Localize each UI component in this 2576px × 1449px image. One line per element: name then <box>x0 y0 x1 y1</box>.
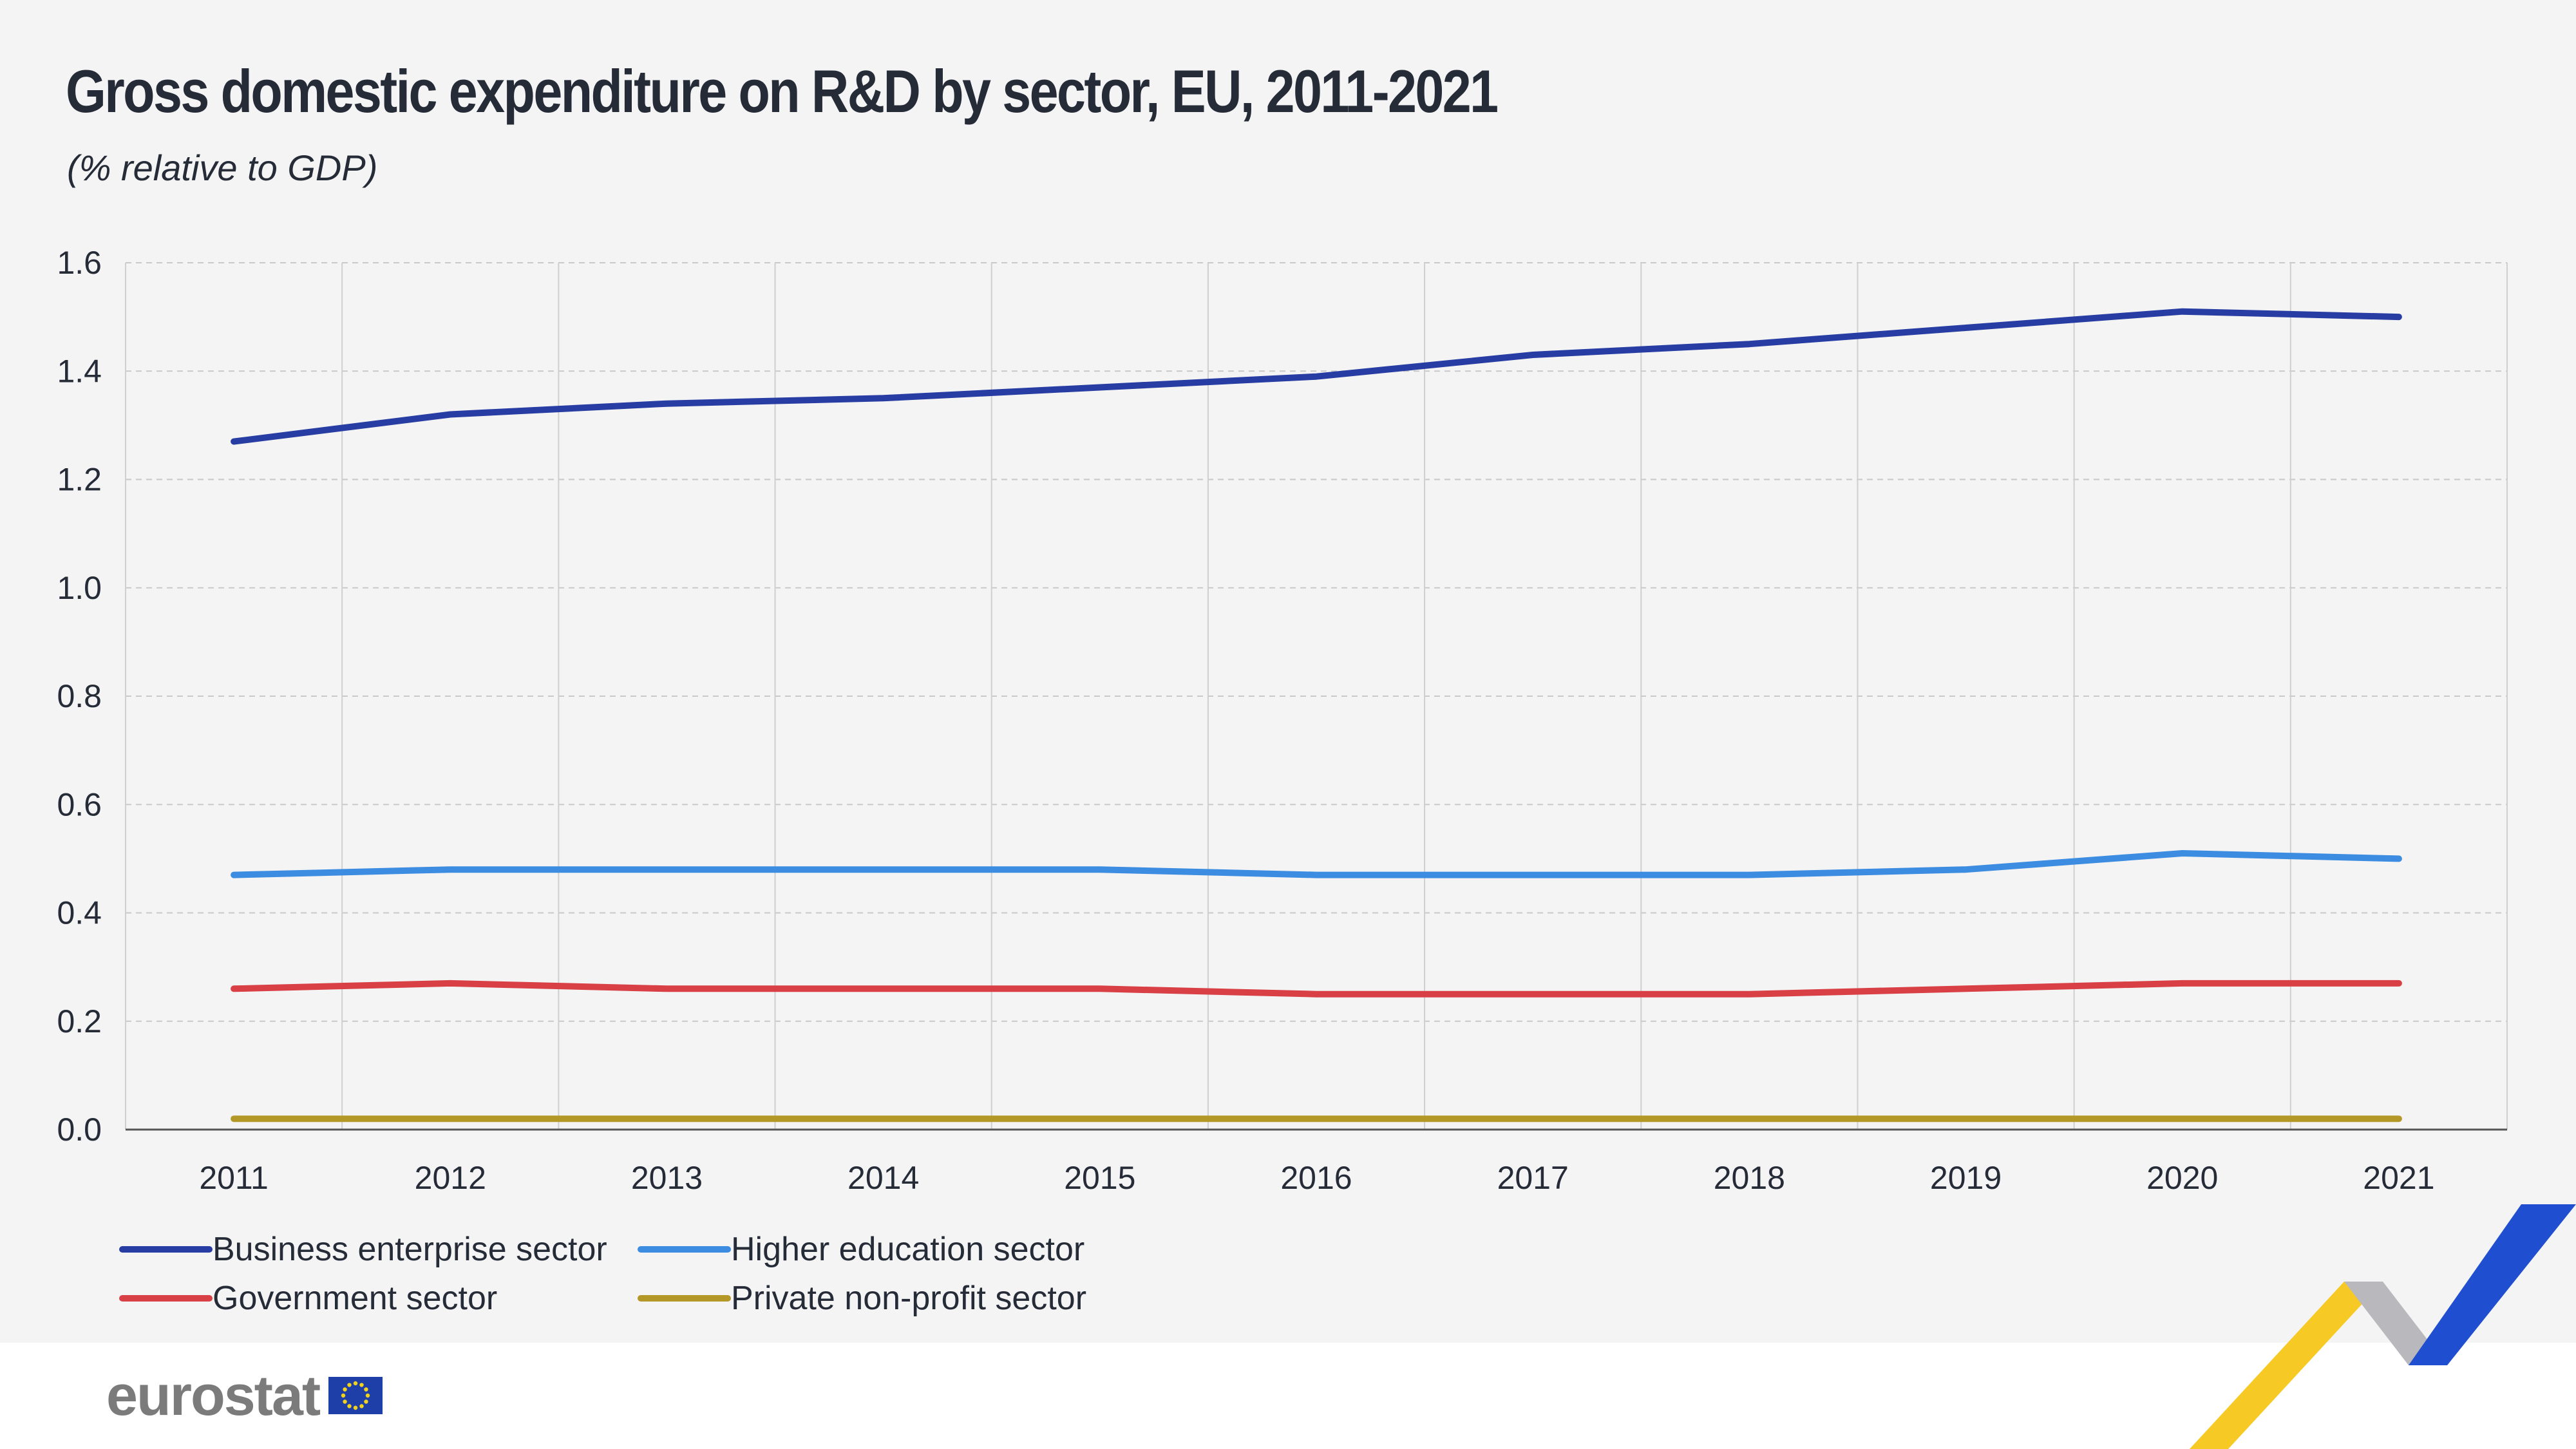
x-tick-label: 2017 <box>1497 1160 1569 1196</box>
y-tick-label: 1.0 <box>57 570 102 606</box>
legend-item-government: Government sector <box>119 1276 497 1321</box>
flag-star <box>353 1381 358 1386</box>
flag-star <box>359 1383 364 1387</box>
series-lines <box>231 308 2402 1122</box>
chart-panel: Gross domestic expenditure on R&D by sec… <box>0 0 2576 1343</box>
y-tick-label: 1.2 <box>57 462 102 498</box>
flag-star <box>347 1404 352 1408</box>
x-tick-label: 2012 <box>415 1160 486 1196</box>
brand-name: eurostat <box>106 1363 321 1427</box>
chart-subtitle: (% relative to GDP) <box>67 147 378 188</box>
legend-item-business: Business enterprise sector <box>119 1227 607 1272</box>
legend-swatch-business <box>119 1246 213 1253</box>
legend-swatch-government <box>119 1295 213 1302</box>
legend-label: Higher education sector <box>731 1231 1085 1268</box>
flag-star <box>365 1393 370 1398</box>
y-tick-label: 1.6 <box>57 245 102 281</box>
y-tick-label: 0.0 <box>57 1112 102 1148</box>
x-tick-label: 2014 <box>848 1160 919 1196</box>
x-tick-label: 2018 <box>1714 1160 1785 1196</box>
x-tick-label: 2020 <box>2146 1160 2218 1196</box>
legend-label: Government sector <box>213 1280 498 1317</box>
eurostat-logo: eurostat <box>106 1363 383 1427</box>
legend-item-private-non-profit: Private non-profit sector <box>638 1276 1086 1321</box>
flag-star <box>364 1387 368 1392</box>
x-tick-label: 2016 <box>1280 1160 1352 1196</box>
flag-star <box>343 1399 347 1404</box>
y-tick-label: 0.8 <box>57 678 102 714</box>
x-tick-label: 2011 <box>199 1160 269 1196</box>
series-line-1 <box>231 850 2402 878</box>
legend-label: Business enterprise sector <box>213 1231 607 1268</box>
flag-star <box>341 1393 346 1398</box>
series-line-0 <box>231 308 2402 445</box>
series-line-2 <box>231 980 2402 998</box>
x-tick-label: 2013 <box>631 1160 703 1196</box>
legend-swatch-private-non-profit <box>638 1295 731 1302</box>
grid <box>125 262 2508 1130</box>
line-chart: 0.0 0.2 0.4 0.6 0.8 1.0 1.2 1.4 1.6 2011 2012 2013 2… <box>57 245 2508 1196</box>
y-tick-label: 0.6 <box>57 786 102 822</box>
flag-star <box>353 1405 358 1410</box>
flag-star <box>364 1399 368 1404</box>
legend-label: Private non-profit sector <box>731 1280 1087 1317</box>
y-tick-label: 0.4 <box>57 895 102 931</box>
decorative-ribbon-icon <box>2190 1204 2576 1449</box>
axes: 0.0 0.2 0.4 0.6 0.8 1.0 1.2 1.4 1.6 2011 2012 2013 2… <box>57 245 2507 1196</box>
legend: Business enterprise sector Higher educat… <box>119 1227 1086 1336</box>
y-tick-label: 0.2 <box>57 1003 102 1039</box>
flag-star <box>347 1383 352 1387</box>
eu-flag-icon <box>328 1377 383 1414</box>
legend-swatch-higher-education <box>638 1246 731 1253</box>
y-tick-label: 1.4 <box>57 353 102 389</box>
flag-star <box>343 1387 347 1392</box>
legend-item-higher-education: Higher education sector <box>638 1227 1084 1272</box>
x-tick-label: 2021 <box>2363 1160 2434 1196</box>
chart-title: Gross domestic expenditure on R&D by sec… <box>66 57 1499 125</box>
flag-star <box>359 1404 364 1408</box>
x-tick-label: 2015 <box>1064 1160 1135 1196</box>
x-tick-label: 2019 <box>1930 1160 2002 1196</box>
